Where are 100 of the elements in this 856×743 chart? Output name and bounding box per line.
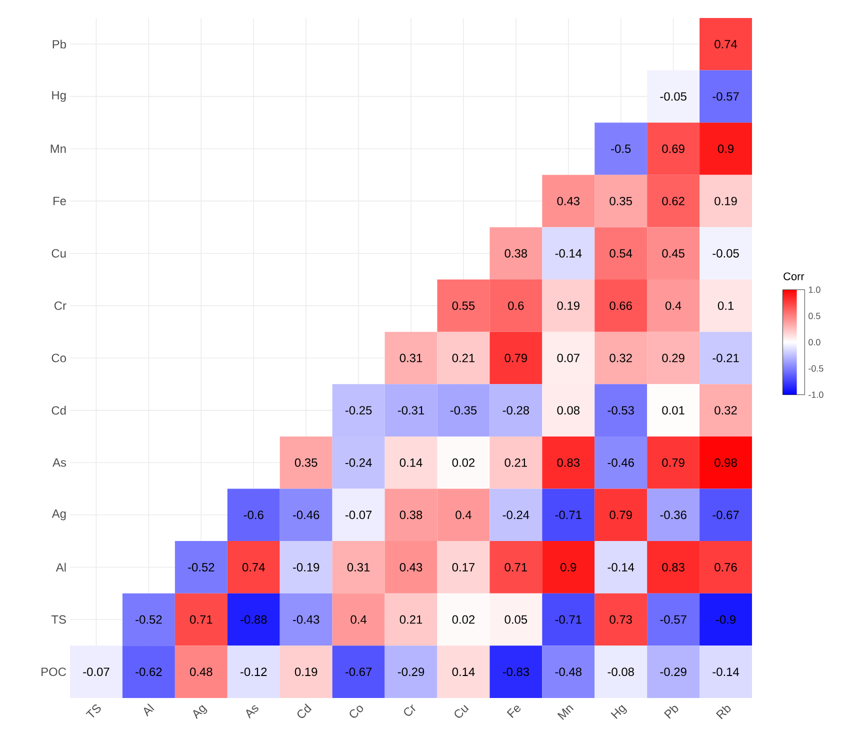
data-label: -0.24 — [502, 510, 530, 520]
data-label: 0.6 — [508, 301, 524, 310]
data-label: -0.67 — [345, 668, 372, 676]
y-tick-label: POC — [42, 668, 66, 676]
data-label: -0.53 — [608, 406, 634, 415]
data-label: 0.4 — [456, 510, 472, 520]
data-label: -0.14 — [712, 668, 740, 676]
data-label: 0.07 — [557, 354, 580, 362]
data-label: -0.29 — [660, 668, 686, 676]
x-tick-label: Fe — [506, 706, 520, 718]
data-label: 0.31 — [347, 562, 370, 572]
data-label: -0.46 — [608, 458, 634, 467]
data-label: -0.52 — [188, 562, 214, 572]
data-label: 0.01 — [662, 406, 684, 415]
data-label: 0.74 — [242, 562, 265, 572]
data-label: -0.24 — [345, 458, 372, 467]
data-label: 0.79 — [610, 510, 632, 520]
data-label: -0.46 — [292, 510, 320, 520]
data-label: -0.05 — [660, 92, 686, 101]
data-label: 0.83 — [662, 562, 684, 572]
data-label: -0.25 — [345, 406, 372, 415]
color-bar-label: -0.5 — [808, 365, 824, 372]
data-label: 0.71 — [504, 562, 527, 572]
data-label: 0.73 — [610, 615, 632, 624]
x-tick-label: Co — [350, 706, 364, 718]
x-tick-label: Ag — [193, 704, 208, 720]
data-label: 0.32 — [714, 406, 737, 415]
data-label: 0.79 — [504, 354, 527, 362]
data-label: 0.48 — [190, 668, 212, 676]
data-label: 0.1 — [718, 301, 734, 310]
x-tick-label: Mn — [557, 705, 574, 720]
data-label: -0.57 — [660, 615, 686, 624]
x-tick-label: Cr — [404, 704, 416, 716]
color-bar-label: 0.0 — [808, 339, 820, 346]
data-label: 0.76 — [714, 562, 737, 572]
data-label: 0.08 — [557, 406, 580, 415]
data-label: 0.9 — [718, 144, 734, 153]
y-tick-label: Cd — [52, 406, 66, 415]
data-label: 0.55 — [452, 301, 475, 310]
data-label: -0.43 — [292, 615, 320, 624]
x-tick-label: Al — [144, 704, 154, 717]
color-bar-label: -1.0 — [808, 392, 824, 398]
y-tick-label: Pb — [52, 40, 66, 49]
data-label: 0.74 — [714, 40, 738, 48]
data-label: -0.12 — [240, 668, 267, 676]
data-label: 0.43 — [557, 196, 580, 206]
data-label: 0.54 — [610, 249, 632, 258]
x-tick-label: Pb — [664, 706, 678, 719]
data-label: -0.88 — [240, 615, 267, 624]
data-label: -0.48 — [555, 668, 582, 676]
data-label: 0.19 — [714, 196, 737, 206]
color-bar-label: 0.5 — [808, 312, 820, 320]
data-label: -0.5 — [611, 144, 631, 153]
y-tick-label: Ag — [52, 510, 66, 520]
data-label: 0.83 — [557, 458, 580, 467]
color-bar-title: Corr — [784, 272, 804, 280]
data-label: -0.35 — [450, 406, 477, 415]
x-tick-label: Hg — [610, 704, 627, 719]
data-label: -0.21 — [712, 354, 739, 362]
data-label: -0.19 — [292, 562, 320, 572]
data-label: 0.19 — [557, 301, 580, 310]
data-label: -0.62 — [136, 668, 162, 676]
data-label: -0.36 — [660, 510, 686, 520]
y-tick-label: Mn — [50, 144, 66, 153]
data-label: -0.9 — [716, 615, 736, 624]
data-label: 0.45 — [662, 249, 684, 258]
y-tick-label: Hg — [52, 91, 66, 102]
color-bar-label: 1.0 — [808, 286, 820, 293]
y-tick-label: Co — [52, 354, 66, 362]
data-label: 0.38 — [400, 510, 422, 520]
data-label: -0.14 — [608, 562, 634, 572]
data-label: 0.35 — [294, 458, 318, 467]
y-tick-label: Cu — [52, 249, 66, 258]
data-label: -0.57 — [712, 92, 739, 101]
x-tick-label: TS — [86, 704, 101, 718]
data-label: -0.08 — [608, 668, 634, 676]
y-tick-label: TS — [51, 615, 66, 624]
data-label: 0.05 — [504, 615, 528, 624]
data-label: 0.17 — [452, 562, 474, 572]
data-label: -0.05 — [712, 249, 739, 258]
y-tick-label: Cr — [54, 301, 66, 310]
data-label: -0.28 — [502, 406, 530, 415]
data-label: 0.02 — [452, 615, 474, 624]
data-label: -0.71 — [555, 510, 582, 520]
y-tick-label: Al — [56, 562, 66, 572]
data-label: 0.4 — [665, 301, 682, 310]
x-tick-label: Cd — [297, 704, 312, 718]
data-label: 0.31 — [400, 354, 422, 362]
data-label: 0.02 — [452, 458, 474, 467]
data-label: 0.35 — [610, 196, 632, 206]
data-label: -0.67 — [712, 510, 739, 520]
data-label: 0.14 — [452, 668, 475, 676]
data-label: 0.66 — [610, 301, 632, 310]
x-tick-label: Cu — [454, 704, 469, 718]
data-label: -0.83 — [502, 668, 530, 676]
data-label: 0.71 — [190, 615, 212, 624]
x-tick-label: Rb — [716, 706, 731, 720]
data-label: -0.07 — [345, 510, 372, 520]
data-label: 0.14 — [400, 458, 422, 467]
data-label: -0.14 — [555, 249, 582, 258]
